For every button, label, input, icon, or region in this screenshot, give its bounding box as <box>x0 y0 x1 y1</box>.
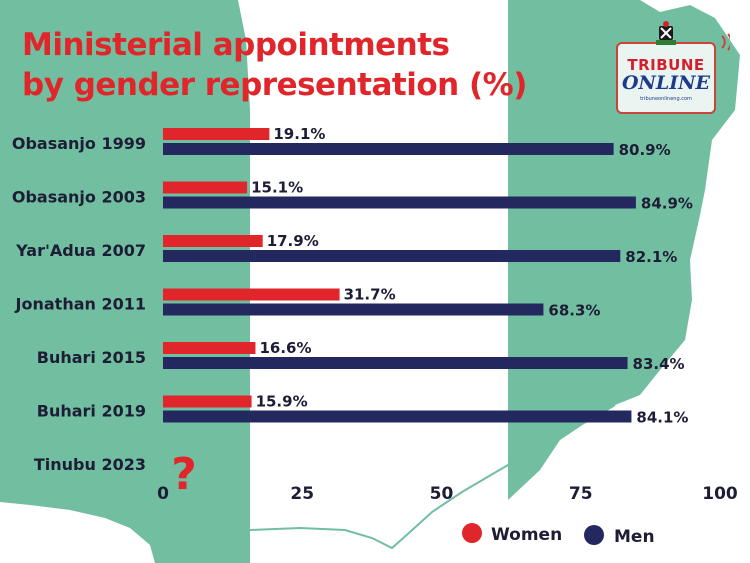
men-bar <box>163 143 614 155</box>
x-tick-label: 100 <box>702 484 738 504</box>
map-east-region <box>508 0 740 500</box>
chart-title-line-1: Ministerial appointments <box>22 27 450 63</box>
category-label: Buhari 2019 <box>37 402 146 421</box>
women-value-label: 15.9% <box>256 393 308 411</box>
women-bar <box>163 128 270 140</box>
men-value-label: 80.9% <box>619 141 671 159</box>
women-value-label: 17.9% <box>267 232 319 250</box>
men-value-label: 83.4% <box>633 355 685 373</box>
coat-of-arms-icon <box>656 21 676 45</box>
category-label: Obasanjo 2003 <box>12 188 146 207</box>
logo-text-online: ONLINE <box>621 72 710 94</box>
women-value-label: 15.1% <box>251 179 303 197</box>
x-tick-label: 0 <box>157 484 169 504</box>
legend-women-swatch <box>462 523 482 543</box>
legend-women-label: Women <box>491 525 562 545</box>
x-tick-label: 50 <box>430 484 454 504</box>
men-value-label: 68.3% <box>548 302 600 320</box>
men-bar <box>163 250 621 262</box>
legend-men-swatch <box>584 525 604 545</box>
chart-title-line-2: by gender representation (%) <box>22 67 527 103</box>
logo-text-tribune: TRIBUNE <box>627 56 705 74</box>
women-bar <box>163 235 263 247</box>
unknown-value-marker: ? <box>171 449 197 500</box>
category-label: Buhari 2015 <box>37 348 146 367</box>
men-bar <box>163 410 632 423</box>
women-bar <box>163 181 248 194</box>
logo-text-url: tribuneonlineng.com <box>640 96 692 102</box>
category-label: Yar'Adua 2007 <box>15 241 146 260</box>
women-value-label: 19.1% <box>273 125 325 143</box>
legend-men-label: Men <box>614 527 655 547</box>
women-bar <box>163 342 256 354</box>
category-label: Tinubu 2023 <box>34 455 146 474</box>
map-outline <box>149 404 616 550</box>
women-bar <box>163 288 340 301</box>
men-bar <box>163 303 544 316</box>
x-tick-label: 75 <box>569 484 593 504</box>
men-value-label: 84.9% <box>641 195 693 213</box>
men-value-label: 82.1% <box>625 248 677 266</box>
x-tick-label: 25 <box>290 484 314 504</box>
men-bar <box>163 357 628 369</box>
map-south-coast <box>250 465 508 563</box>
women-value-label: 31.7% <box>344 286 396 304</box>
broadcast-signal-icon <box>721 33 730 51</box>
women-bar <box>163 395 252 408</box>
tribune-online-logo: TRIBUNE ONLINE tribuneonlineng.com <box>616 21 716 114</box>
men-bar <box>163 196 636 209</box>
women-value-label: 16.6% <box>259 339 311 357</box>
men-value-label: 84.1% <box>636 409 688 427</box>
category-label: Obasanjo 1999 <box>12 134 146 153</box>
category-label: Jonathan 2011 <box>15 295 146 314</box>
